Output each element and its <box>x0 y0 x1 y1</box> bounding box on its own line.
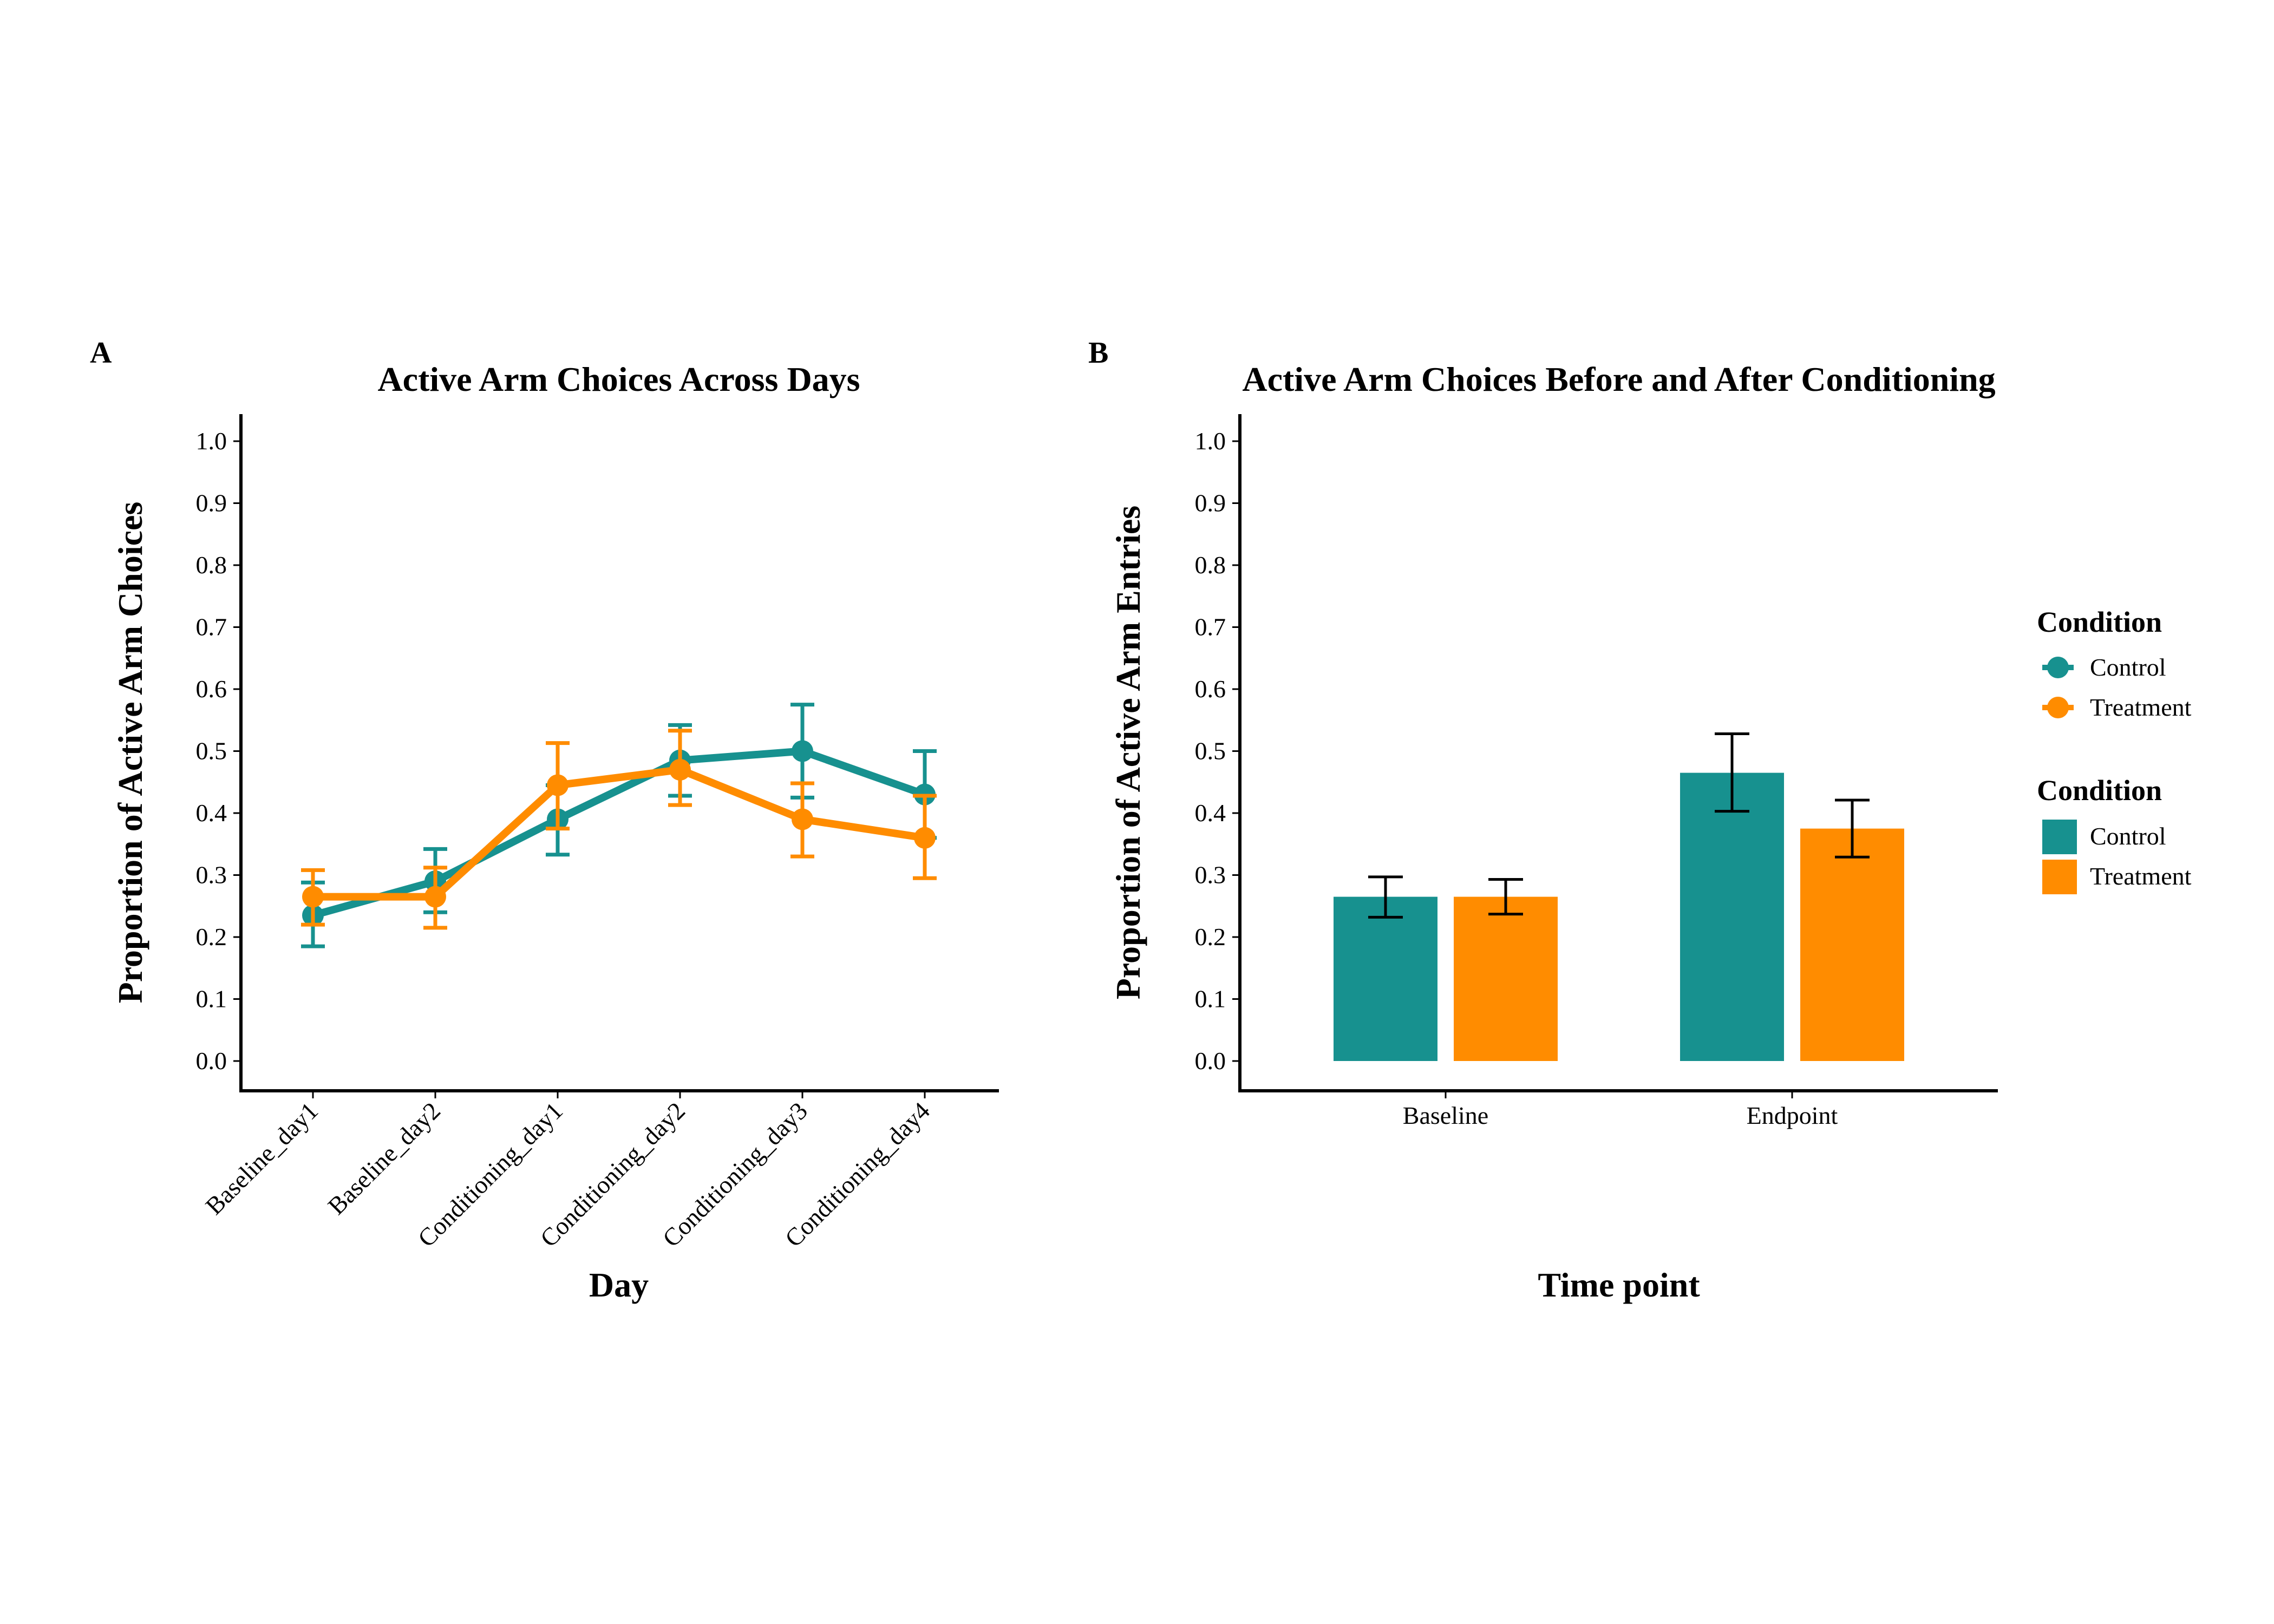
chart-b-bar <box>1680 772 1784 1061</box>
chart-a-point <box>669 758 691 781</box>
chart-b-x-ticks: Baseline Endpoint <box>1403 1091 1838 1129</box>
legend-treatment-point-key <box>2047 697 2069 718</box>
chart-a-ytick-label: 0.5 <box>196 737 227 765</box>
legend-treatment-bar-label: Treatment <box>2090 862 2192 890</box>
chart-a-point <box>302 886 324 908</box>
chart-a-x-ticks: Baseline_day1Baseline_day2Conditioning_d… <box>200 1091 935 1252</box>
chart-a-ytick-label: 0.3 <box>196 861 227 889</box>
chart-a-ytick-label: 1.0 <box>196 427 227 455</box>
chart-b-ytick-label: 0.3 <box>1195 861 1226 889</box>
chart-b-ytick-label: 0.4 <box>1195 799 1226 827</box>
chart-b-bars <box>1334 732 1904 1061</box>
chart-a-xtick-label: Baseline_day1 <box>200 1097 324 1220</box>
chart-b-ytick-label: 0.8 <box>1195 551 1226 579</box>
chart-a-ytick-label: 0.0 <box>196 1047 227 1075</box>
legend-control-label: Control <box>2090 653 2166 681</box>
panel-label-a: A <box>90 336 112 370</box>
chart-b-bar <box>1334 896 1437 1061</box>
legend-points: Condition Control Treatment <box>2037 606 2192 721</box>
chart-b-ytick-label: 0.5 <box>1195 737 1226 765</box>
panel-label-b: B <box>1088 336 1108 370</box>
chart-b-bar <box>1454 896 1558 1061</box>
chart-a-point <box>792 740 813 762</box>
chart-a-xtick-label: Baseline_day2 <box>323 1097 446 1220</box>
chart-a-ytick-label: 0.2 <box>196 923 227 951</box>
chart-a-ylabel: Proportion of Active Arm Choices <box>111 502 149 1004</box>
chart-b-xtick-label: Baseline <box>1403 1102 1488 1129</box>
chart-b-ytick-label: 0.6 <box>1195 675 1226 703</box>
legend-treatment-bar-key <box>2042 860 2077 894</box>
chart-a-line <box>313 765 926 901</box>
chart-a-axes <box>239 414 999 1092</box>
chart-a-y-ticks: 0.0 0.1 0.2 0.3 0.4 0.5 0.6 0.7 0.8 0.9 1.0 <box>196 427 241 1075</box>
chart-b-xtick-label: Endpoint <box>1747 1102 1838 1129</box>
chart-a-line <box>312 747 926 919</box>
chart-a-point <box>547 774 568 796</box>
chart-b-axes <box>1238 414 1998 1092</box>
legend-item-control-point: Control <box>2042 653 2166 681</box>
chart-a-ytick-label: 0.6 <box>196 675 227 703</box>
chart-b-series-treatment <box>1454 798 1904 1061</box>
chart-a-ytick-label: 0.9 <box>196 489 227 517</box>
legend-control-bar-key <box>2042 820 2077 854</box>
legend-item-control-bar: Control <box>2042 820 2166 854</box>
chart-b-y-ticks: 0.0 0.1 0.2 0.3 0.4 0.5 0.6 0.7 0.8 0.9 1.0 <box>1195 427 1240 1075</box>
legend-treatment-label: Treatment <box>2090 693 2192 721</box>
chart-b-ytick-label: 1.0 <box>1195 427 1226 455</box>
legend-item-treatment-point: Treatment <box>2042 693 2192 721</box>
chart-a-series-treatment <box>301 729 937 930</box>
chart-b-ytick-label: 0.9 <box>1195 489 1226 517</box>
chart-a-point <box>424 886 446 908</box>
legend-points-title: Condition <box>2037 606 2162 638</box>
chart-b-title: Active Arm Choices Before and After Cond… <box>1242 360 1995 398</box>
chart-b-ytick-label: 0.1 <box>1195 985 1226 1013</box>
chart-a-title: Active Arm Choices Across Days <box>377 360 860 398</box>
chart-b-series-control <box>1334 732 1784 1061</box>
chart-b-ytick-label: 0.0 <box>1195 1047 1226 1075</box>
chart-a-point <box>792 808 813 830</box>
chart-a-ytick-label: 0.7 <box>196 613 227 641</box>
legend-control-bar-label: Control <box>2090 822 2166 850</box>
chart-a-ytick-label: 0.4 <box>196 799 227 827</box>
chart-b-xlabel: Time point <box>1538 1266 1700 1304</box>
legend-bars: Condition Control Treatment <box>2037 774 2192 894</box>
chart-a-series <box>301 703 937 948</box>
chart-a-ytick-label: 0.1 <box>196 985 227 1013</box>
chart-b-ytick-label: 0.2 <box>1195 923 1226 951</box>
chart-b-ylabel: Proportion of Active Arm Entries <box>1109 506 1147 999</box>
chart-b-ytick-label: 0.7 <box>1195 613 1226 641</box>
chart-a-xlabel: Day <box>589 1266 649 1304</box>
chart-b-bar <box>1800 828 1904 1061</box>
legend-control-point-key <box>2047 657 2069 678</box>
chart-a-ytick-label: 0.8 <box>196 551 227 579</box>
chart-a-point <box>914 827 936 849</box>
legend-item-treatment-bar: Treatment <box>2042 860 2192 894</box>
legend-bars-title: Condition <box>2037 774 2162 807</box>
